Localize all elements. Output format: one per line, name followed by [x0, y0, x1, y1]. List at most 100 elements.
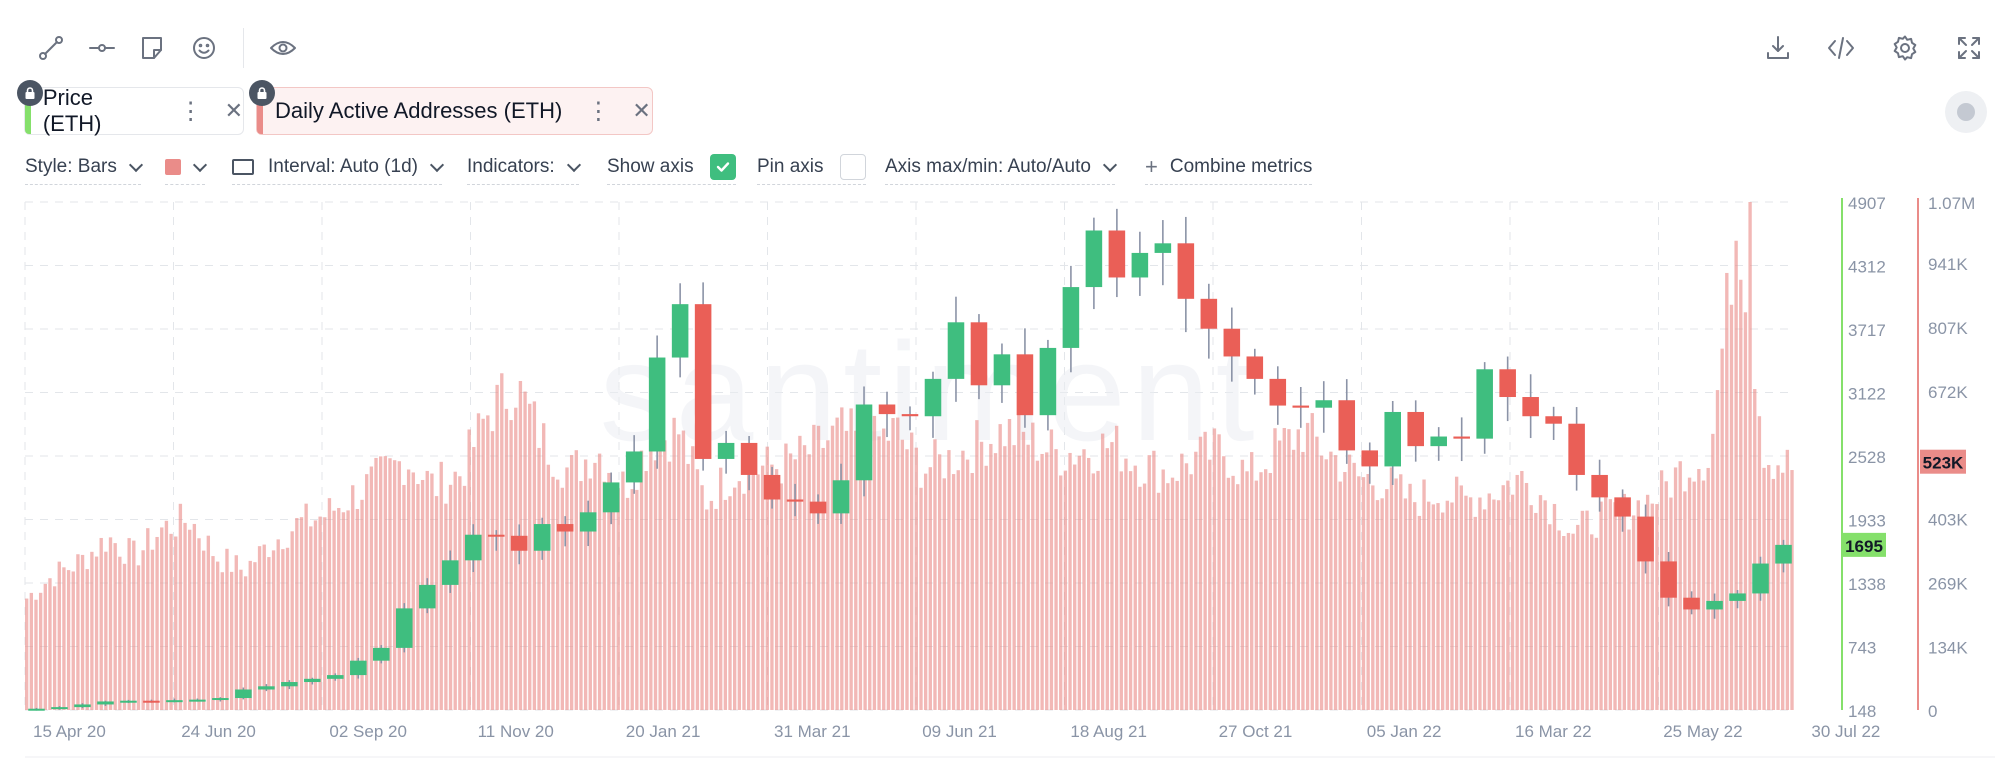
activity-bar — [1296, 429, 1300, 710]
activity-bar — [1315, 436, 1319, 710]
activity-bar — [1590, 534, 1594, 710]
activity-bar — [379, 456, 383, 710]
style-dropdown[interactable]: Style: Bars — [25, 150, 143, 185]
indicators-dropdown[interactable]: Indicators: — [467, 150, 581, 185]
eye-icon[interactable] — [265, 30, 301, 66]
activity-bar — [500, 373, 504, 710]
show-axis-toggle[interactable]: Show axis — [607, 150, 736, 185]
activity-bar — [565, 467, 569, 710]
activity-bar — [66, 570, 71, 710]
activity-bar — [765, 446, 769, 710]
candle-down — [901, 414, 919, 417]
activity-bar — [351, 485, 355, 710]
activity-bar — [1641, 521, 1645, 710]
chevron-down-icon — [192, 157, 208, 172]
activity-bar — [1333, 455, 1338, 710]
activity-bar — [34, 599, 38, 710]
activity-bar — [583, 459, 588, 710]
activity-bar — [458, 476, 462, 710]
activity-bar — [1357, 476, 1361, 710]
activity-bar — [1701, 480, 1706, 710]
activity-bar — [52, 586, 57, 710]
axis-maxmin-label: Axis max/min: Auto/Auto — [885, 156, 1091, 177]
fullscreen-icon[interactable] — [1951, 30, 1987, 66]
activity-bar — [1417, 515, 1422, 710]
chevron-down-icon — [1102, 157, 1117, 172]
activity-bar — [891, 418, 895, 710]
close-icon[interactable]: ✕ — [632, 98, 651, 123]
activity-bar — [621, 471, 625, 710]
download-icon[interactable] — [1760, 30, 1796, 66]
combine-metrics-button[interactable]: + Combine metrics — [1145, 150, 1313, 185]
activity-bar — [374, 457, 378, 710]
chart-area[interactable]: santiment 148743133819332528312237174312… — [0, 190, 2010, 760]
activity-bar — [1087, 457, 1091, 710]
activity-bar — [649, 446, 653, 710]
checkbox-unchecked-icon[interactable] — [839, 154, 866, 180]
emoji-tool-icon[interactable] — [186, 30, 222, 66]
color-dropdown[interactable] — [165, 150, 208, 185]
activity-bar — [225, 548, 229, 710]
axis-maxmin-dropdown[interactable]: Axis max/min: Auto/Auto — [885, 150, 1117, 185]
activity-bar — [1408, 483, 1412, 710]
candle-up — [1430, 436, 1447, 447]
line-tool-icon[interactable] — [33, 30, 69, 66]
activity-bar — [215, 561, 220, 710]
activity-bar — [1389, 467, 1394, 710]
activity-bar — [677, 434, 681, 710]
activity-bar — [695, 469, 700, 710]
activity-bar — [365, 474, 369, 710]
activity-bar — [1152, 450, 1156, 710]
activity-bar — [993, 453, 998, 710]
more-options-icon[interactable]: ⋮ — [178, 97, 203, 125]
settings-icon[interactable] — [1887, 30, 1923, 66]
activity-bar — [910, 432, 914, 710]
activity-bar — [355, 509, 360, 710]
activity-bar — [1557, 530, 1561, 710]
activity-bar — [360, 499, 364, 710]
activity-bar — [644, 471, 648, 710]
activity-bar — [1259, 472, 1263, 710]
activity-bar — [71, 571, 75, 710]
activity-bar — [984, 465, 988, 710]
activity-bar — [402, 484, 406, 710]
checkbox-checked-icon[interactable] — [709, 154, 736, 180]
metric-tag-active-addresses[interactable]: Daily Active Addresses (ETH) ⋮ ✕ — [249, 80, 653, 135]
activity-bar — [392, 460, 397, 710]
activity-bar — [830, 425, 835, 710]
note-tool-icon[interactable] — [134, 30, 170, 66]
price-axis-tick-label: 1933 — [1848, 511, 1886, 530]
activity-bar — [542, 423, 546, 710]
pin-axis-toggle[interactable]: Pin axis — [757, 150, 866, 185]
candle-down — [1246, 356, 1264, 379]
activity-bar — [812, 424, 816, 710]
activity-bar — [1413, 502, 1417, 710]
activity-bar — [1501, 485, 1505, 710]
activity-bar — [919, 487, 923, 710]
more-options-icon[interactable]: ⋮ — [586, 97, 611, 125]
candle-up — [120, 700, 137, 703]
activity-bar — [220, 572, 224, 710]
horizontal-line-tool-icon[interactable] — [84, 30, 120, 66]
close-icon[interactable]: ✕ — [224, 98, 243, 123]
active-addresses-bars — [25, 202, 1794, 710]
activity-bar — [104, 551, 108, 710]
embed-code-icon[interactable] — [1823, 30, 1859, 66]
candle-up — [1706, 600, 1723, 610]
candle-down — [487, 534, 505, 537]
activity-axis-tick-label: 941K — [1928, 255, 1968, 274]
candle-down — [970, 322, 988, 386]
activity-bar — [574, 450, 578, 710]
activity-bar — [397, 461, 401, 710]
activity-bar — [965, 459, 970, 710]
activity-bar — [323, 517, 327, 710]
activity-bar — [868, 467, 872, 710]
metric-tag-price[interactable]: Price (ETH) ⋮ ✕ — [17, 80, 244, 136]
activity-bar — [663, 440, 667, 710]
interval-dropdown[interactable]: Interval: Auto (1d) — [232, 150, 445, 185]
activity-bar — [1757, 416, 1762, 710]
activity-bar — [94, 556, 99, 710]
activity-bar — [1268, 472, 1273, 710]
activity-bar — [607, 472, 611, 710]
record-indicator-button[interactable] — [1945, 91, 1987, 133]
